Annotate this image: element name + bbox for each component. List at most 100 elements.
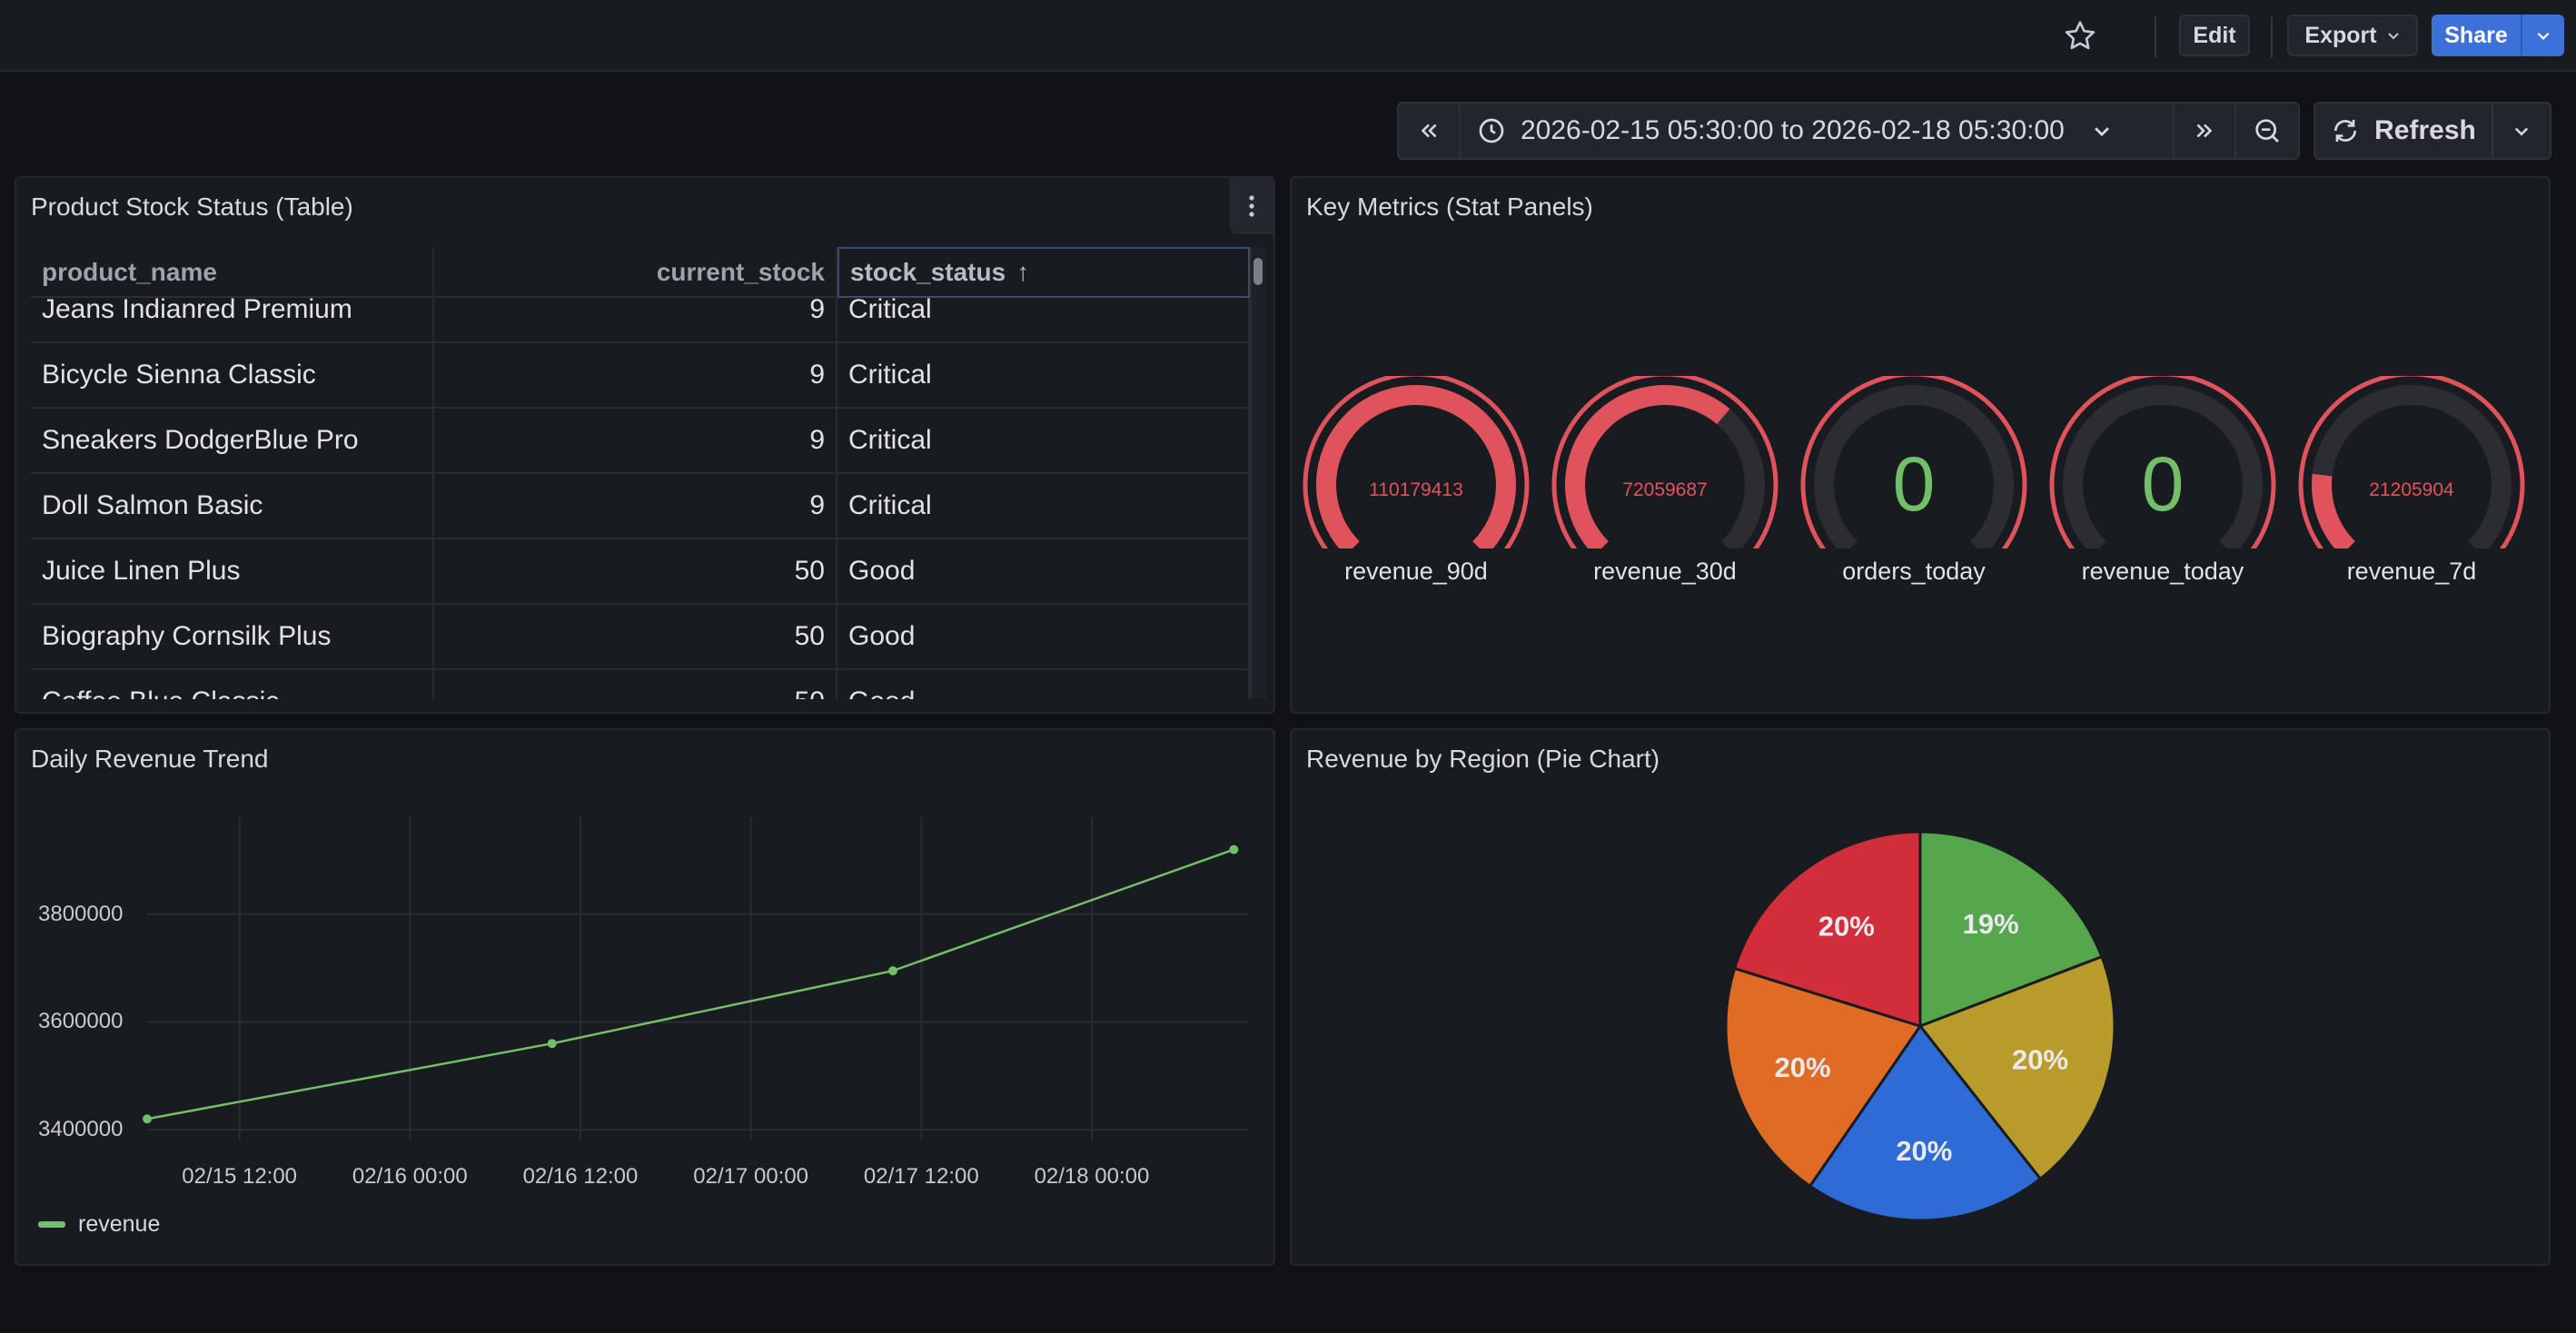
table-row[interactable]: Coffee Blue Classic50Good bbox=[31, 670, 1250, 699]
stat-gauge[interactable]: 0 revenue_today bbox=[2049, 376, 2276, 612]
gauge-value: 21205904 bbox=[2369, 479, 2454, 500]
pie-slice-label: 20% bbox=[1775, 1052, 1831, 1083]
data-point[interactable] bbox=[547, 1039, 557, 1049]
line-chart bbox=[143, 817, 1248, 1140]
legend-label: revenue bbox=[78, 1211, 161, 1237]
x-tick-label: 02/17 00:00 bbox=[693, 1164, 809, 1189]
chevron-down-icon bbox=[2387, 33, 2399, 40]
gauge-arc: 110179413 bbox=[1303, 376, 1530, 548]
column-header-current-stock[interactable]: current_stock bbox=[434, 247, 837, 298]
export-label: Export bbox=[2304, 22, 2377, 48]
data-table: Jeans Indianred Premium 9 Critical Bicycle … bbox=[31, 247, 1266, 699]
gauge-band bbox=[1315, 384, 1516, 548]
column-header-stock-status[interactable]: stock_status ↑ bbox=[837, 247, 1250, 298]
more-vertical-icon bbox=[1249, 195, 1254, 217]
table-cell: Critical bbox=[837, 409, 1250, 472]
data-point[interactable] bbox=[888, 966, 898, 976]
table-row[interactable]: Jeans Indianred Premium 9 Critical bbox=[31, 278, 1250, 343]
export-button[interactable]: Export bbox=[2287, 15, 2418, 56]
gauge-band bbox=[2312, 473, 2355, 548]
edit-label: Edit bbox=[2193, 22, 2236, 48]
edit-button[interactable]: Edit bbox=[2179, 15, 2250, 56]
table-cell: Critical bbox=[837, 343, 1250, 407]
table-cell: 9 bbox=[434, 278, 837, 341]
chevron-down-icon bbox=[2537, 32, 2550, 40]
gauge-arc: 72059687 bbox=[1551, 376, 1778, 548]
table-row[interactable]: Juice Linen Plus 50 Good bbox=[31, 539, 1250, 605]
gauge-value: 0 bbox=[2142, 441, 2185, 527]
table-row[interactable]: Doll Salmon Basic 9 Critical bbox=[31, 474, 1250, 539]
table-cell: Coffee Blue Classic bbox=[31, 670, 434, 699]
stat-gauge[interactable]: 21205904 revenue_7d bbox=[2298, 376, 2525, 612]
gauge-band bbox=[1564, 385, 1730, 548]
pie-slice-label: 20% bbox=[1818, 911, 1875, 943]
gauge-value: 0 bbox=[1893, 441, 1936, 527]
panel-title: Daily Revenue Trend bbox=[31, 745, 269, 773]
gauge-label: revenue_30d bbox=[1593, 558, 1737, 585]
pie-slice[interactable] bbox=[1918, 830, 2104, 1029]
gauge-band bbox=[2063, 385, 2264, 548]
gauge-arc: 0 bbox=[1800, 376, 2027, 548]
table-cell: 9 bbox=[434, 343, 837, 407]
x-tick-label: 02/18 00:00 bbox=[1034, 1164, 1150, 1189]
refresh-interval-dropdown[interactable] bbox=[2492, 102, 2551, 160]
zoom-out-button[interactable] bbox=[2234, 102, 2300, 160]
pie-slice[interactable] bbox=[1808, 1023, 2043, 1222]
y-tick-label: 3400000 bbox=[38, 1117, 124, 1142]
column-header-product-name[interactable]: product_name bbox=[31, 247, 434, 298]
top-bar: Edit Export Share bbox=[0, 0, 2576, 72]
y-tick-label: 3600000 bbox=[38, 1009, 124, 1034]
table-cell: Critical bbox=[837, 474, 1250, 538]
table-scrollbar[interactable] bbox=[1250, 247, 1266, 699]
gauge-value: 110179413 bbox=[1369, 479, 1463, 500]
stat-gauge[interactable]: 110179413 revenue_90d bbox=[1303, 376, 1530, 612]
refresh-label: Refresh bbox=[2374, 115, 2476, 145]
time-shift-forward-button[interactable] bbox=[2173, 102, 2236, 160]
table-row[interactable]: Biography Cornsilk Plus 50 Good bbox=[31, 605, 1250, 670]
table-cell: 50 bbox=[434, 670, 837, 699]
share-dropdown[interactable] bbox=[2522, 15, 2564, 56]
gauge-arc: 21205904 bbox=[2298, 376, 2525, 548]
legend-swatch bbox=[38, 1221, 65, 1228]
table-row[interactable]: Sneakers DodgerBlue Pro 9 Critical bbox=[31, 409, 1250, 474]
zoom-out-icon bbox=[2255, 119, 2279, 143]
gauge-label: orders_today bbox=[1842, 558, 1986, 585]
pie-slice[interactable] bbox=[1732, 830, 1922, 1029]
data-point[interactable] bbox=[1229, 844, 1239, 854]
table-cell: 50 bbox=[434, 539, 837, 603]
gauge-value: 72059687 bbox=[1622, 479, 1707, 500]
pie-slice[interactable] bbox=[1724, 966, 1923, 1189]
share-label: Share bbox=[2432, 15, 2522, 56]
stat-gauge[interactable]: 0 orders_today bbox=[1800, 376, 2027, 612]
table-row[interactable]: Bicycle Sienna Classic 9 Critical bbox=[31, 343, 1250, 409]
time-range-picker[interactable]: 2026-02-15 05:30:00 to 2026-02-18 05:30:… bbox=[1459, 102, 2175, 160]
chart-legend[interactable]: revenue bbox=[38, 1211, 160, 1238]
panel-title: Revenue by Region (Pie Chart) bbox=[1306, 745, 1660, 773]
table-cell: Good bbox=[837, 670, 1250, 699]
star-icon[interactable] bbox=[2062, 18, 2098, 54]
gauge-threshold-ring bbox=[2049, 376, 2276, 548]
scrollbar-thumb[interactable] bbox=[1253, 258, 1263, 285]
key-metrics-panel: Key Metrics (Stat Panels) 110179413 reven… bbox=[1290, 176, 2551, 714]
panel-menu-button[interactable] bbox=[1230, 178, 1273, 234]
time-shift-back-button[interactable] bbox=[1397, 102, 1461, 160]
chevron-down-icon bbox=[2094, 127, 2109, 137]
share-button[interactable]: Share bbox=[2432, 15, 2564, 56]
table-cell: Good bbox=[837, 539, 1250, 603]
table-body: Jeans Indianred Premium 9 Critical Bicycle … bbox=[31, 278, 1250, 699]
pie-slice-label: 20% bbox=[2012, 1043, 2068, 1075]
stat-gauge[interactable]: 72059687 revenue_30d bbox=[1551, 376, 1778, 612]
refresh-button[interactable]: Refresh bbox=[2313, 102, 2493, 160]
data-point[interactable] bbox=[143, 1114, 152, 1124]
pie-slice-label: 20% bbox=[1896, 1135, 1952, 1167]
table-cell: Biography Cornsilk Plus bbox=[31, 605, 434, 668]
table-cell: Bicycle Sienna Classic bbox=[31, 343, 434, 407]
gauge-label: revenue_7d bbox=[2346, 558, 2477, 585]
column-header-label: product_name bbox=[42, 258, 217, 286]
pie-slice[interactable] bbox=[1917, 954, 2116, 1181]
pie-chart: 19% 20% 20% 20% 20% bbox=[1724, 830, 2116, 1222]
series-line[interactable] bbox=[146, 848, 1234, 1121]
refresh-icon bbox=[2334, 120, 2357, 142]
table-cell: 9 bbox=[434, 409, 837, 472]
y-tick-label: 3800000 bbox=[38, 901, 124, 926]
